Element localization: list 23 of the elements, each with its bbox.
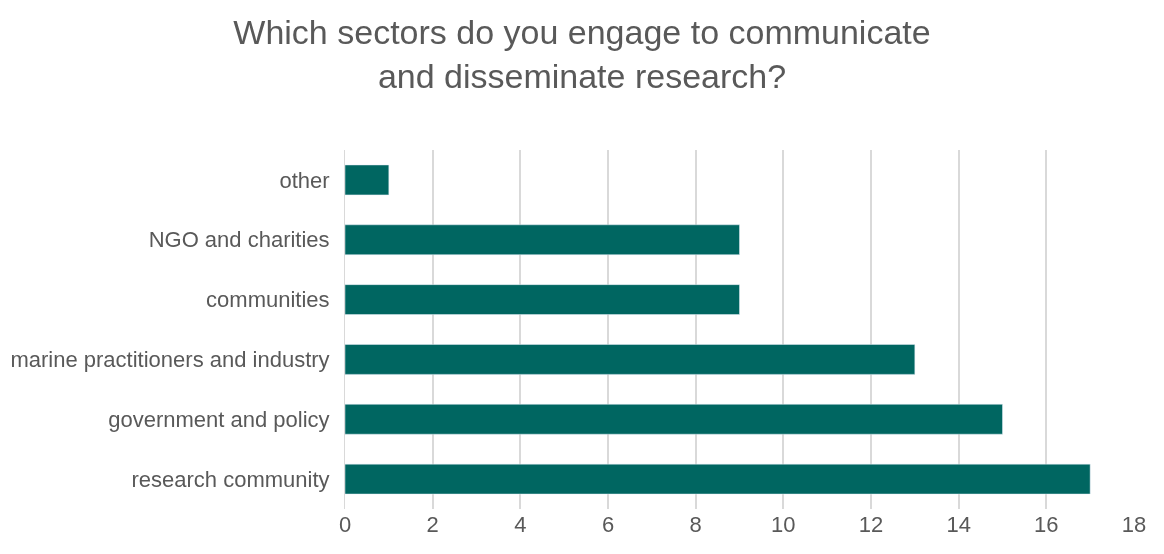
x-tick-label: 0 bbox=[338, 512, 352, 537]
chart-title: Which sectors do you engage to communicate and disseminate research? bbox=[233, 13, 931, 96]
bar bbox=[345, 463, 1091, 495]
x-tick-label: 10 bbox=[771, 512, 796, 537]
x-tick-label: 4 bbox=[514, 512, 527, 537]
x-tick-label: 18 bbox=[1121, 512, 1147, 537]
bar bbox=[345, 284, 740, 315]
y-tick-label: communities bbox=[206, 287, 330, 313]
y-tick-label: other bbox=[279, 167, 330, 193]
y-tick-label: research community bbox=[131, 466, 330, 492]
bar bbox=[345, 224, 740, 255]
y-tick-label: marine practitioners and industry bbox=[10, 347, 330, 373]
x-tick-label: 12 bbox=[858, 512, 884, 537]
bar bbox=[345, 344, 916, 375]
x-tick-label: 2 bbox=[426, 512, 439, 537]
bar bbox=[345, 404, 1003, 435]
y-tick-label: government and policy bbox=[108, 406, 330, 432]
x-tick-label: 16 bbox=[1034, 512, 1059, 537]
bar bbox=[345, 164, 390, 196]
y-tick-label: NGO and charities bbox=[148, 227, 330, 253]
x-tick-label: 8 bbox=[689, 512, 702, 537]
x-tick-label: 14 bbox=[946, 512, 971, 537]
x-tick-label: 6 bbox=[601, 512, 615, 537]
